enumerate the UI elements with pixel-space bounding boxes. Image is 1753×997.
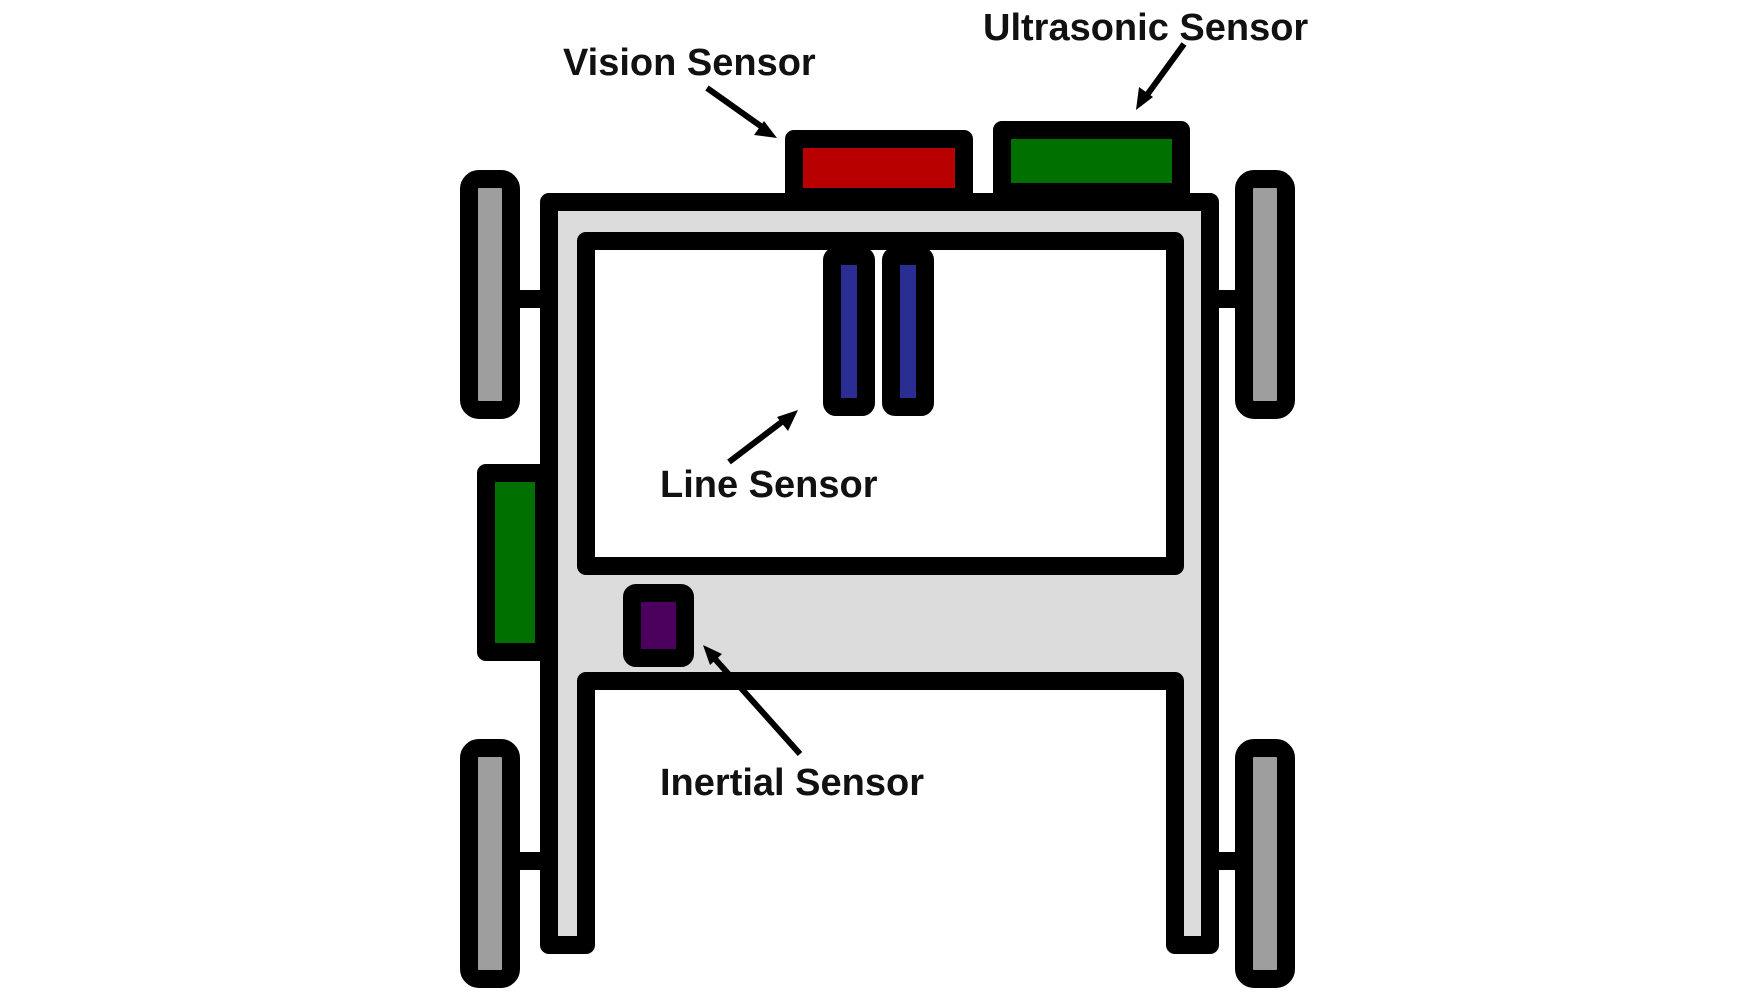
inertial-sensor <box>623 584 694 667</box>
ultrasonic-arrow <box>1136 42 1187 110</box>
chassis-opening <box>577 232 1184 575</box>
ultrasonic-sensor-label: Ultrasonic Sensor <box>983 7 1308 49</box>
vision-arrow <box>705 85 777 138</box>
inertial-arrow <box>703 645 803 757</box>
line-sensor-arrow <box>727 410 798 465</box>
line-sensor-right <box>882 247 934 416</box>
vision-sensor-label: Vision Sensor <box>563 42 816 84</box>
labels: Vision Sensor Ultrasonic Sensor Line Sen… <box>563 7 1308 804</box>
wheel-rear-right <box>1235 739 1295 988</box>
arrows <box>703 42 1187 757</box>
vision-sensor <box>785 130 973 206</box>
ultrasonic-sensor <box>993 121 1190 201</box>
wheel-rear-left <box>460 739 520 988</box>
wheel-front-right <box>1235 170 1295 419</box>
side-sensor <box>477 464 553 661</box>
wheels <box>460 170 1295 988</box>
line-sensor-left <box>823 247 875 416</box>
line-sensor-label: Line Sensor <box>660 464 878 506</box>
wheel-front-left <box>460 170 520 419</box>
inertial-sensor-label: Inertial Sensor <box>660 762 924 804</box>
line-sensors <box>823 247 934 416</box>
chassis <box>540 193 1219 954</box>
